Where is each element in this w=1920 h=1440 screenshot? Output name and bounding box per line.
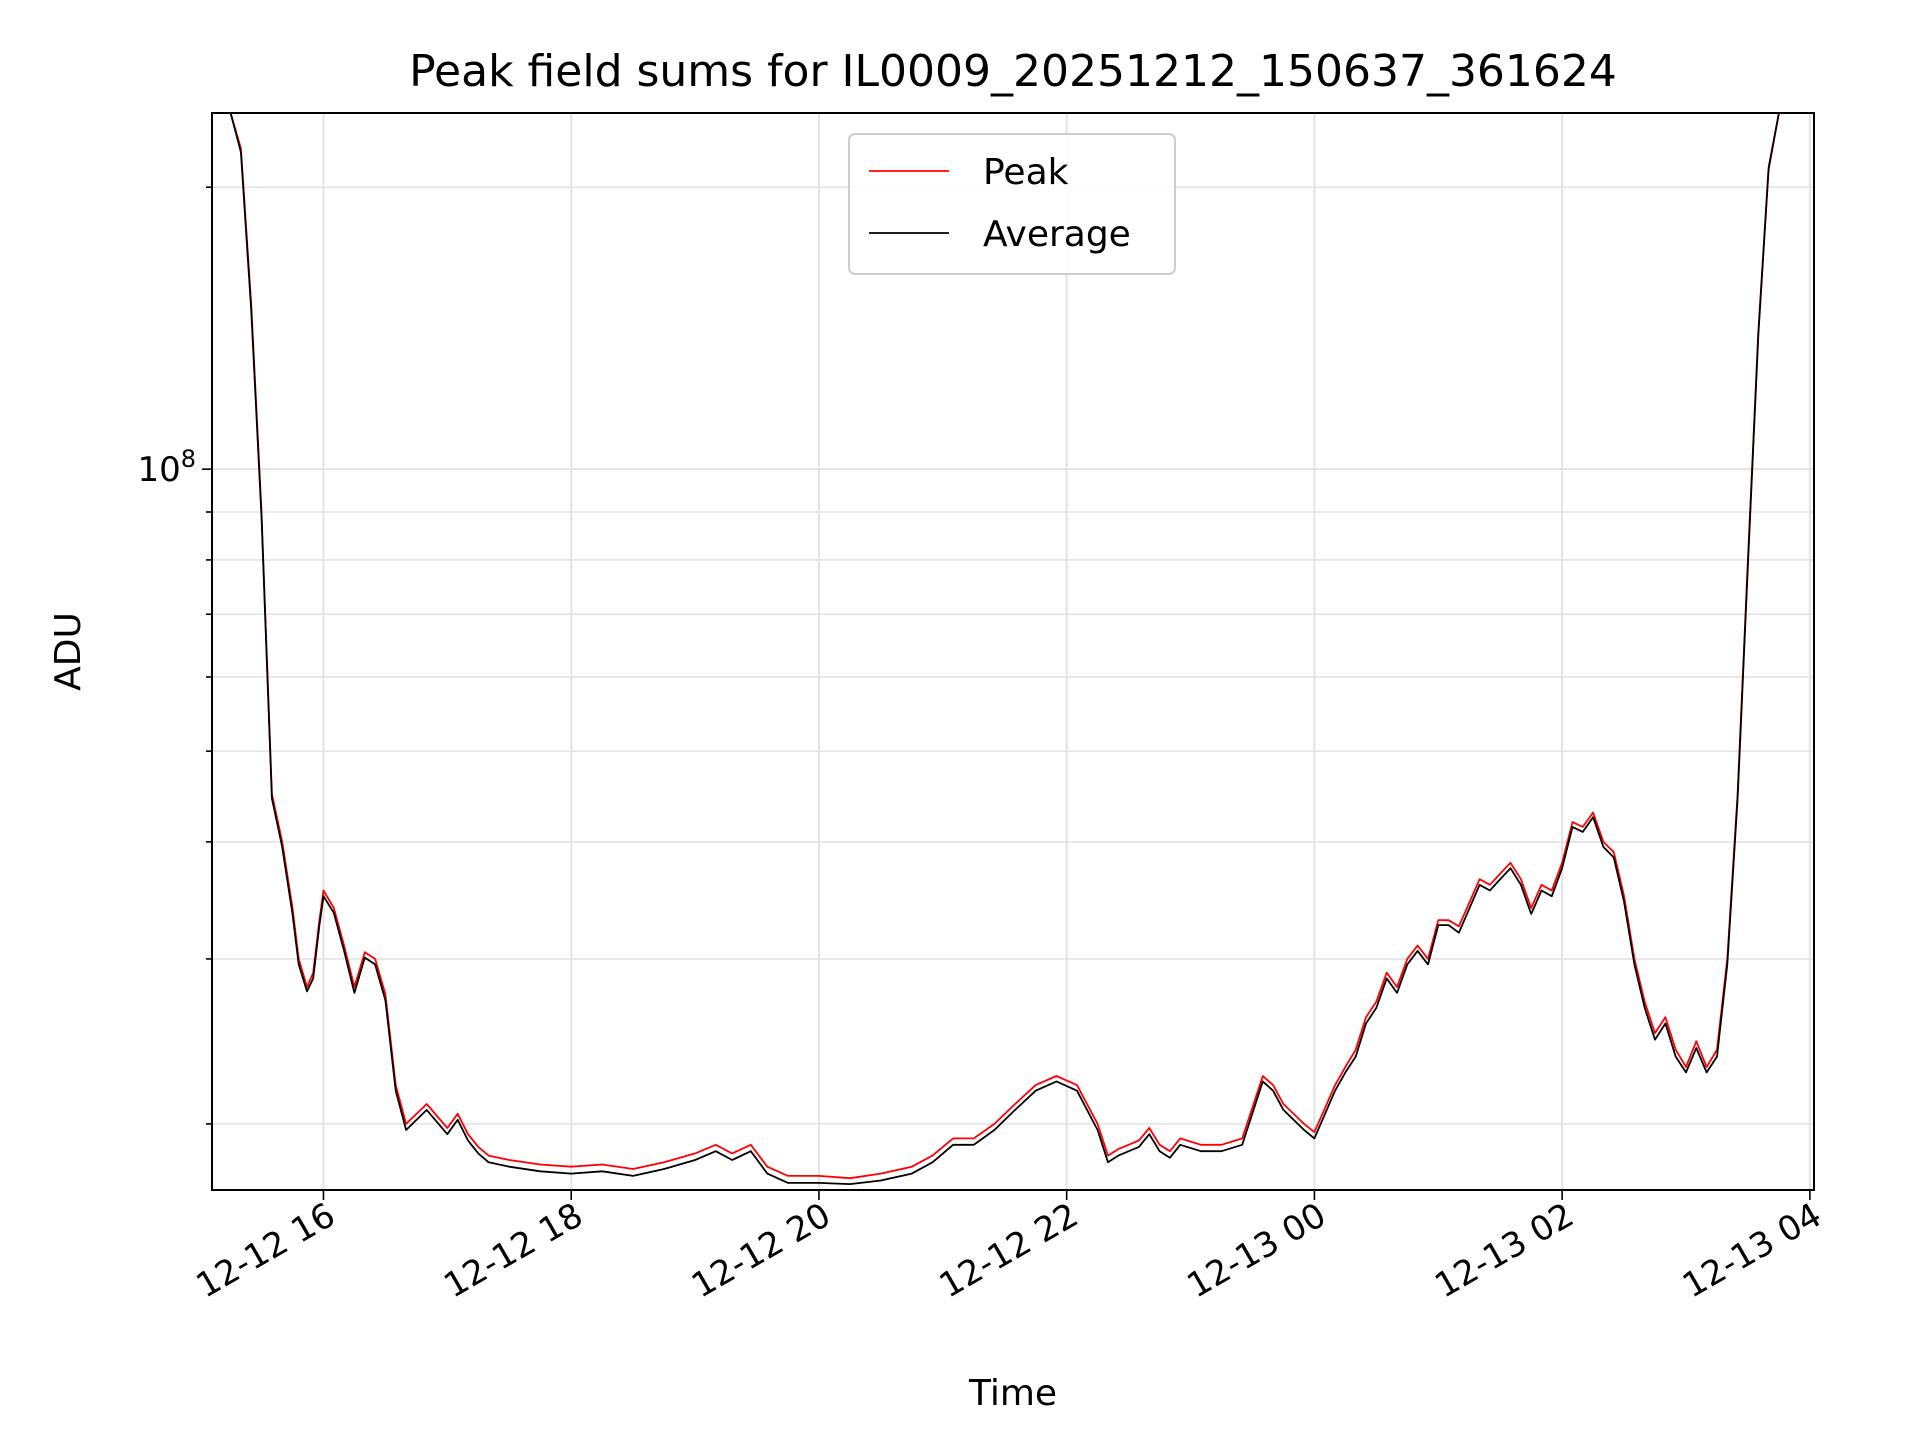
- legend-label-average: Average: [983, 214, 1131, 255]
- legend-box: [848, 133, 1176, 275]
- plot-frame: [211, 112, 1815, 1191]
- legend-label-peak: Peak: [983, 152, 1069, 193]
- series-layer: [212, 113, 1810, 1185]
- x-axis-label: Time: [968, 1373, 1057, 1414]
- y-tick-label: 108: [137, 445, 196, 490]
- legend: Peak Average: [848, 133, 1176, 275]
- series-line-average: [212, 113, 1810, 1185]
- y-axis-label: ADU: [48, 612, 89, 691]
- chart-title: Peak field sums for IL0009_20251212_1506…: [409, 46, 1617, 97]
